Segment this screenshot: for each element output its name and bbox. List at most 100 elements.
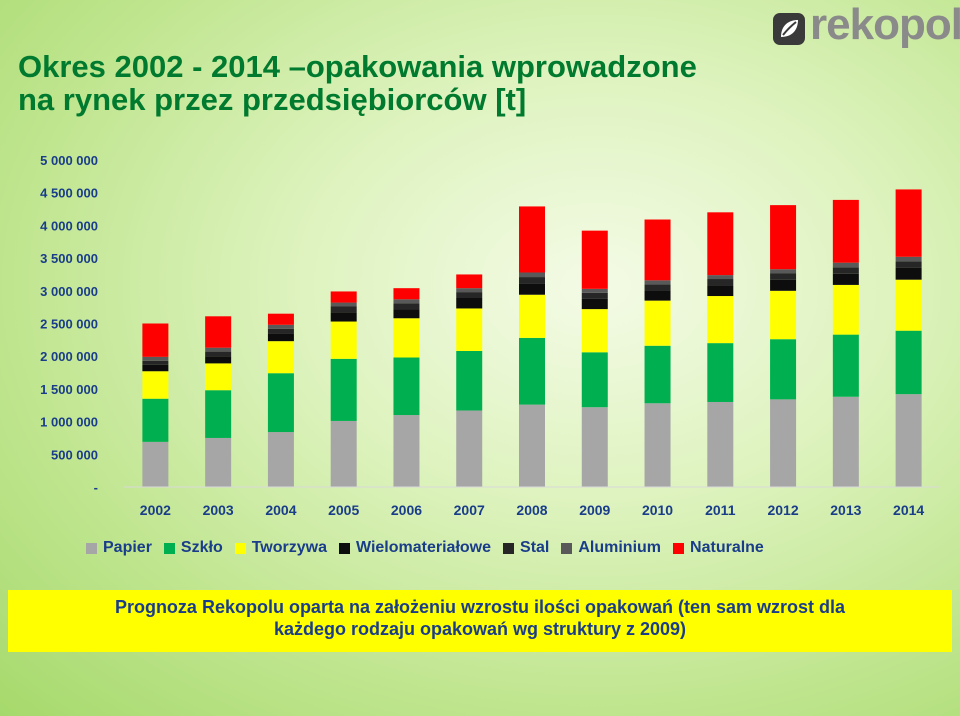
chart-title: Okres 2002 - 2014 –opakowania wprowadzon… [18, 50, 798, 116]
bar-segment-szkło [519, 337, 545, 405]
bar-segment-stal [142, 360, 169, 365]
bar-segment-stal [581, 292, 608, 299]
legend-label: Aluminium [578, 539, 662, 556]
legend-label: Papier [103, 539, 152, 556]
bar-segment-naturalne [832, 199, 859, 263]
bar-segment-szkło [581, 352, 608, 408]
bar-segment-szkło [142, 398, 169, 442]
bar-segment-tworzywa [330, 321, 357, 359]
bar-segment-aluminium [267, 324, 294, 329]
bar-segment-stal [205, 351, 232, 357]
bar-segment-naturalne [895, 189, 922, 257]
bar-segment-aluminium [581, 288, 608, 293]
x-tick-label: 2005 [328, 502, 359, 518]
bar-segment-papier [142, 441, 169, 487]
bar-segment-naturalne [707, 212, 734, 276]
x-tick-label: 2008 [516, 502, 547, 518]
legend-item: Papier [86, 539, 152, 557]
legend-swatch [163, 542, 175, 554]
legend-item: Aluminium [561, 539, 661, 557]
legend-item: Tworzywa [234, 539, 327, 557]
bar-segment-papier [770, 399, 797, 487]
bar-segment-aluminium [832, 262, 859, 268]
bar-segment-papier [707, 401, 734, 487]
legend-swatch [339, 542, 350, 554]
bar-segment-tworzywa [142, 371, 169, 399]
note-line-2: każdego rodzaju opakowań wg struktury z … [273, 619, 687, 639]
y-tick-label: 2 000 000 [40, 349, 98, 364]
logo-text: rekopol [810, 0, 960, 49]
bar-segment-tworzywa [393, 318, 420, 358]
bar-segment-naturalne [456, 274, 483, 289]
bar-segment-papier [895, 394, 922, 487]
bar-segment-stal [832, 267, 859, 274]
bar-segment-tworzywa [832, 284, 859, 335]
bar-segment-wielomateriałowe [895, 267, 922, 280]
bar-segment-naturalne [142, 323, 169, 357]
x-tick-label: 2003 [203, 502, 234, 518]
bar-segment-aluminium [456, 288, 483, 293]
legend-label: Naturalne [690, 539, 764, 556]
bar-segment-szkło [707, 343, 734, 402]
bar-segment-papier [393, 415, 420, 487]
legend-label: Szkło [180, 539, 223, 556]
y-tick-label: 2 500 000 [40, 317, 98, 332]
bar-segment-wielomateriałowe [519, 283, 545, 295]
bar-segment-stal [456, 292, 483, 298]
x-tick-label: 2014 [893, 502, 924, 518]
y-tick-label: 500 000 [51, 447, 98, 462]
bar-segment-tworzywa [644, 300, 671, 346]
bar-segment-papier [832, 396, 859, 487]
bar-segment-szkło [895, 330, 922, 395]
title-line-2: na rynek przez przedsiębiorców [t] [18, 82, 527, 117]
x-axis-labels: 2002 2003 2004 2005 2006 2007 2008 2009 2010 2011… [140, 502, 925, 518]
bar-segment-aluminium [770, 269, 797, 274]
legend-label: Wielomateriałowe [356, 539, 492, 556]
y-tick-label: 1 500 000 [40, 382, 98, 397]
y-tick-label: 1 000 000 [40, 415, 98, 430]
bar-segment-aluminium [895, 256, 922, 262]
legend-swatch [561, 542, 573, 554]
bar-segment-naturalne [267, 313, 294, 325]
bar-segment-wielomateriałowe [644, 290, 671, 301]
y-tick-label: - [94, 480, 98, 495]
bar-segment-tworzywa [456, 308, 483, 351]
note-line-1: Prognoza Rekopolu oparta na założeniu wz… [114, 597, 846, 617]
bar-segment-tworzywa [895, 279, 922, 331]
bar-segment-szkło [456, 350, 483, 411]
legend-swatch [673, 542, 685, 554]
bar-segment-papier [330, 420, 357, 487]
bar-segment-tworzywa [267, 341, 294, 374]
legend-swatch [86, 542, 97, 554]
bar-segment-papier [456, 410, 483, 487]
rekopol-logo: rekopol [772, 0, 960, 54]
bar-segment-aluminium [330, 302, 357, 307]
bar-segment-tworzywa [205, 363, 232, 391]
bar-segment-stal [895, 261, 922, 268]
legend-swatch [234, 542, 246, 554]
bar-segment-papier [581, 407, 608, 487]
bar-segment-szkło [393, 357, 420, 416]
bar-segment-wielomateriałowe [330, 312, 357, 322]
bar-segment-wielomateriałowe [456, 297, 483, 309]
bar-segment-wielomateriałowe [832, 273, 859, 285]
y-tick-label: 3 500 000 [40, 251, 98, 266]
bar-segment-aluminium [205, 347, 232, 352]
y-tick-label: 4 000 000 [40, 218, 98, 233]
legend-swatch [503, 542, 515, 554]
bar-segment-naturalne [393, 288, 420, 300]
bars [142, 189, 922, 487]
bar-segment-naturalne [770, 205, 797, 270]
bar-segment-papier [644, 403, 671, 487]
bar-segment-szkło [330, 358, 357, 421]
bar-segment-naturalne [644, 219, 671, 281]
bar-segment-naturalne [330, 291, 357, 303]
bar-segment-tworzywa [581, 309, 608, 353]
bar-segment-stal [330, 306, 357, 313]
bar-segment-szkło [770, 339, 797, 400]
bar-segment-wielomateriałowe [205, 356, 232, 364]
bar-segment-naturalne [519, 206, 545, 273]
x-tick-label: 2013 [830, 502, 861, 518]
bar-segment-aluminium [644, 280, 671, 285]
x-tick-label: 2006 [391, 502, 422, 518]
